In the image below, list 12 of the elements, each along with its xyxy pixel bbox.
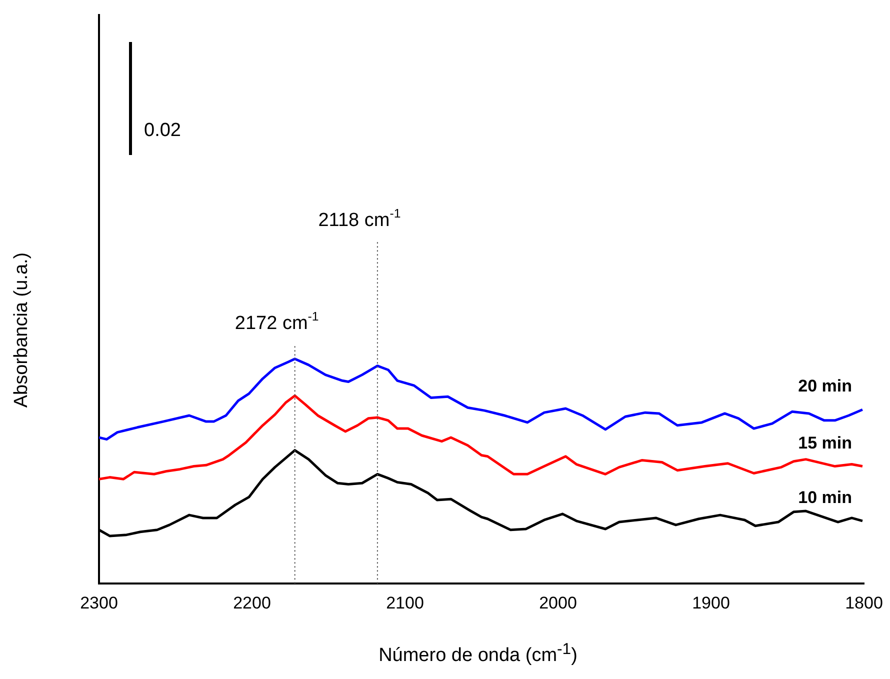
x-tick-label: 2100: [386, 593, 424, 612]
x-axis-title: Número de onda (cm$^{-1}$): [378, 640, 578, 668]
series-label: 20 min: [798, 376, 852, 396]
x-tick-label: 1900: [692, 593, 730, 612]
series-label: 10 min: [798, 488, 852, 507]
series-label: 15 min: [798, 433, 852, 452]
x-tick-label: 2300: [80, 593, 118, 612]
x-tick-label: 1800: [845, 593, 883, 612]
x-tick-label: 2000: [539, 593, 577, 612]
text: 0.02: [144, 120, 181, 142]
y-axis-title: Absorbancia (u.a.): [11, 252, 33, 408]
x-tick-label: 2200: [233, 593, 271, 612]
